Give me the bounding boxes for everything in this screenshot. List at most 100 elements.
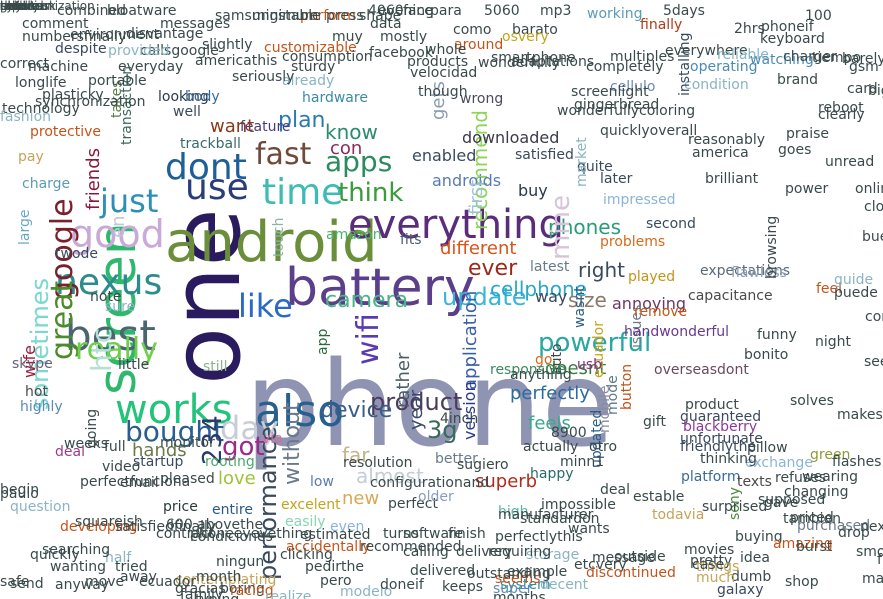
word: pretty <box>690 553 733 569</box>
word: installing <box>677 32 693 96</box>
word: thinking <box>700 451 757 467</box>
word: skype <box>12 356 53 372</box>
word: months <box>493 590 546 599</box>
word: really <box>75 332 158 367</box>
word: requiring <box>488 544 552 560</box>
word: outside <box>614 549 666 565</box>
word: clicking <box>280 547 333 563</box>
word: different <box>440 238 517 259</box>
word: size <box>568 288 607 312</box>
word: impossible <box>541 497 616 513</box>
word: like <box>238 287 293 325</box>
word: mostly <box>380 29 428 45</box>
word: data <box>370 16 402 32</box>
word: priced <box>790 510 834 526</box>
word: wonderfully <box>478 55 561 71</box>
word: sure <box>105 299 136 315</box>
word: doesnt <box>545 358 607 379</box>
word: startup <box>133 454 184 470</box>
word: also <box>255 386 345 437</box>
word: americathis <box>195 53 278 69</box>
word: texts <box>737 474 772 490</box>
word: press <box>326 8 364 24</box>
word: year <box>406 389 427 430</box>
word: happy <box>530 466 574 482</box>
word: racing <box>230 583 274 599</box>
word: messages <box>160 16 231 32</box>
word: know <box>325 120 378 144</box>
word: usb <box>577 357 603 373</box>
word: nexus <box>55 262 163 303</box>
word: decent <box>540 577 589 593</box>
word: highly <box>20 399 63 415</box>
word: delivered <box>410 563 476 579</box>
word: phoneif <box>761 19 814 35</box>
word: quite <box>577 159 613 175</box>
word: configurationand <box>370 475 490 491</box>
word: accidentally <box>286 539 371 555</box>
word: safe <box>0 574 30 590</box>
word: environment <box>70 27 160 43</box>
word: brilliant <box>705 171 759 187</box>
word: contract <box>156 526 215 542</box>
word: good <box>70 212 165 256</box>
word: everywhere <box>665 43 748 59</box>
word: bueno <box>862 229 883 245</box>
word: despite <box>55 41 107 57</box>
word: pedirthe <box>305 559 365 575</box>
word: around <box>454 37 504 53</box>
word: quicklyoverall <box>600 123 698 139</box>
word: evening <box>378 3 435 19</box>
word: looking <box>158 89 209 105</box>
word: monitor <box>160 435 215 451</box>
word: whole <box>425 42 467 58</box>
word: buy <box>518 181 548 200</box>
word: begin <box>0 482 40 498</box>
word: friends <box>83 147 104 210</box>
word: hardware <box>302 90 368 106</box>
word: comment <box>22 16 89 32</box>
word: wearing <box>802 469 859 485</box>
word: condiciones <box>190 529 273 545</box>
word: wants <box>568 521 610 537</box>
word: watching <box>750 52 814 68</box>
word: dont <box>165 147 247 188</box>
word: deal <box>55 444 85 460</box>
word: perfectlythis <box>495 529 583 545</box>
word: power <box>785 181 829 197</box>
word: move <box>85 574 125 590</box>
word: samsung <box>215 8 279 24</box>
word: perform <box>300 8 356 24</box>
word: finish <box>448 526 486 542</box>
word: though <box>418 84 468 100</box>
word: phoneevevething <box>190 526 313 542</box>
word: going <box>84 408 100 448</box>
word: camera <box>325 288 409 313</box>
word: application <box>460 290 481 390</box>
word: product <box>685 397 739 413</box>
word: wanting <box>50 559 107 575</box>
word: superb <box>475 471 538 492</box>
word: email <box>120 475 159 491</box>
word: clearly <box>818 107 865 123</box>
word: charger <box>783 49 837 65</box>
word: app <box>315 328 331 355</box>
word: charge <box>22 176 71 192</box>
word: idea <box>740 550 770 566</box>
word: pleased <box>160 471 215 487</box>
word: outstanding <box>467 566 551 582</box>
word: mine <box>546 194 576 260</box>
word: operating <box>690 59 758 75</box>
word: surprised <box>702 499 768 515</box>
word: got <box>222 432 265 462</box>
word: 4inch <box>440 411 479 427</box>
word: face <box>403 3 433 19</box>
word: 100 <box>805 8 832 24</box>
word: brand <box>777 72 818 88</box>
word: drop <box>838 525 870 541</box>
word: day <box>220 409 279 447</box>
word: ebooks <box>0 0 43 13</box>
word: 5060 <box>484 3 520 19</box>
word: etcvery <box>574 557 627 573</box>
word: online <box>855 181 883 197</box>
